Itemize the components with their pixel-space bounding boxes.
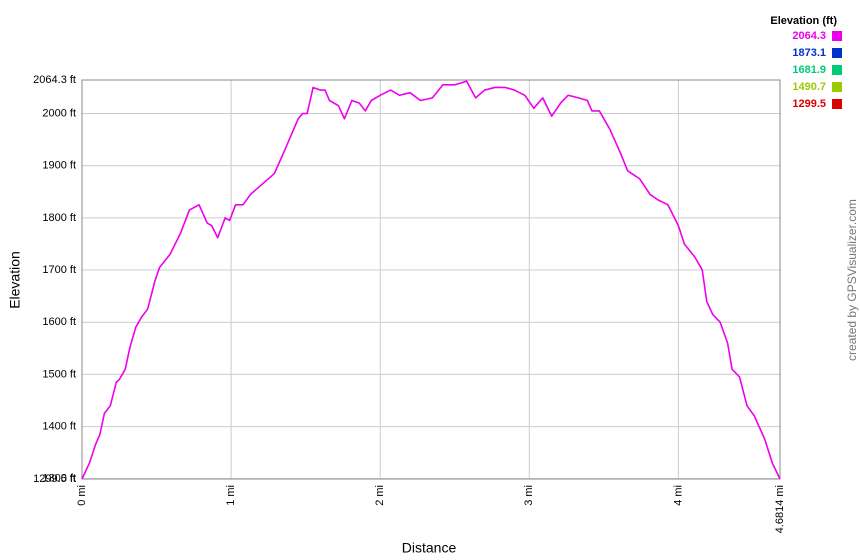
x-axis-label: Distance [402, 540, 457, 556]
y-tick-label: 1600 ft [42, 316, 76, 328]
y-tick-label: 1800 ft [42, 212, 76, 224]
x-tick-label: 4.6814 mi [774, 485, 786, 533]
x-tick-label: 3 mi [523, 485, 535, 506]
legend-label: 1299.5 [792, 98, 826, 110]
legend-title: Elevation (ft) [770, 15, 837, 27]
plot-border [81, 79, 781, 480]
legend-swatch [832, 65, 842, 75]
legend-swatch [832, 31, 842, 41]
x-tick-label: 2 mi [374, 485, 386, 506]
y-tick-label: 2000 ft [42, 107, 76, 119]
legend-swatch [832, 82, 842, 92]
y-tick-label: 2064.3 ft [33, 74, 76, 86]
legend-label: 1873.1 [792, 47, 826, 59]
elevation-line [81, 80, 781, 480]
watermark: created by GPSVisualizer.com [845, 199, 859, 361]
legend-label: 1681.9 [792, 64, 826, 76]
y-tick-label: 1500 ft [42, 368, 76, 380]
y-tick-label: 1400 ft [42, 420, 76, 432]
legend-swatch [832, 48, 842, 58]
y-tick-label: 1700 ft [42, 264, 76, 276]
y-tick-label: 1300 ft [42, 473, 76, 485]
y-axis-label: Elevation [7, 251, 23, 309]
legend-swatch [832, 99, 842, 109]
y-tick-label: 1299.5 ft [33, 473, 76, 485]
x-tick-label: 0 mi [76, 485, 88, 506]
x-tick-label: 4 mi [672, 485, 684, 506]
plot-area [81, 79, 781, 480]
y-tick-label: 1900 ft [42, 160, 76, 172]
legend-label: 2064.3 [792, 30, 826, 42]
legend-label: 1490.7 [792, 81, 826, 93]
x-tick-label: 1 mi [225, 485, 237, 506]
